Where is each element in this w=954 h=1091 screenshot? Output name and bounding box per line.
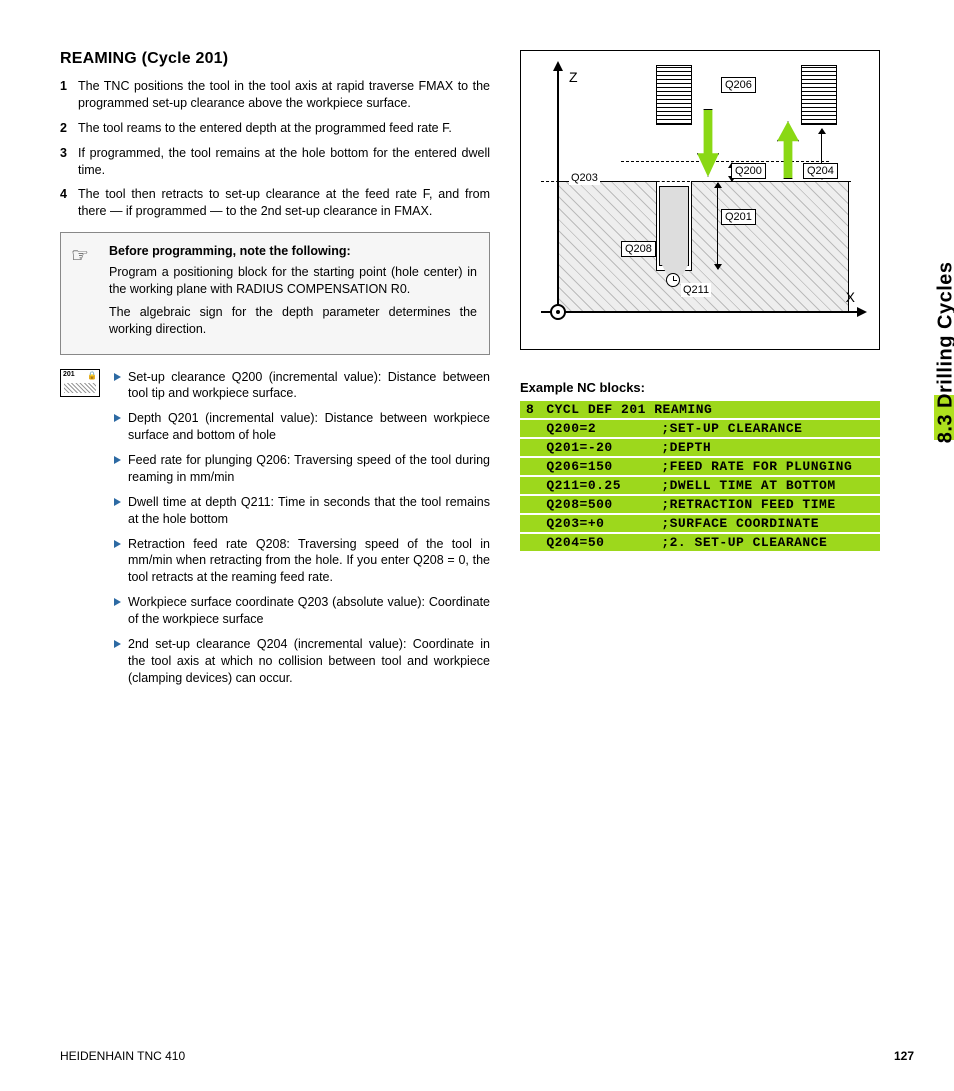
cycle-softkey-icon: 201 🔒 <box>60 369 100 397</box>
cycle-diagram: Z X Q206 Q200 Q204 Q203 Q201 Q208 Q211 <box>520 50 880 350</box>
q208-label: Q208 <box>621 241 656 257</box>
param-item: Workpiece surface coordinate Q203 (absol… <box>114 594 490 628</box>
param-item: Dwell time at depth Q211: Time in second… <box>114 494 490 528</box>
nc-blocks-title: Example NC blocks: <box>520 380 880 395</box>
table-row: Q201=-20;DEPTH <box>520 438 880 457</box>
table-row: Q206=150;FEED RATE FOR PLUNGING <box>520 457 880 476</box>
param-item: 2nd set-up clearance Q204 (incremental v… <box>114 636 490 687</box>
q206-label: Q206 <box>721 77 756 93</box>
table-row: Q211=0.25;DWELL TIME AT BOTTOM <box>520 476 880 495</box>
page-title: REAMING (Cycle 201) <box>60 50 490 68</box>
step-text: The tool reams to the entered depth at t… <box>78 120 452 137</box>
page-number: 127 <box>894 1049 914 1063</box>
axis-label-z: Z <box>569 69 578 85</box>
pointing-hand-icon: ☞ <box>71 243 89 270</box>
q204-label: Q204 <box>803 163 838 179</box>
retract-up-arrow <box>777 121 799 179</box>
procedure-steps: 1The TNC positions the tool in the tool … <box>60 78 490 220</box>
section-heading: 8.3 Drilling Cycles <box>935 262 954 444</box>
table-row: Q203=+0;SURFACE COORDINATE <box>520 514 880 533</box>
feed-down-arrow <box>697 109 719 177</box>
q211-label: Q211 <box>681 283 711 297</box>
table-row: 8CYCL DEF 201 REAMING <box>520 400 880 419</box>
lock-icon: 🔒 <box>87 371 97 380</box>
footer-product: HEIDENHAIN TNC 410 <box>60 1049 185 1063</box>
note-title: Before programming, note the following: <box>109 243 477 260</box>
axis-label-x: X <box>846 289 855 305</box>
q201-label: Q201 <box>721 209 756 225</box>
step-text: If programmed, the tool remains at the h… <box>78 145 490 179</box>
q203-label: Q203 <box>569 171 600 185</box>
param-item: Set-up clearance Q200 (incremental value… <box>114 369 490 403</box>
table-row: Q204=50;2. SET-UP CLEARANCE <box>520 533 880 552</box>
note-paragraph: Program a positioning block for the star… <box>109 264 477 298</box>
note-paragraph: The algebraic sign for the depth paramet… <box>109 304 477 338</box>
tool-graphic <box>801 65 837 125</box>
cycle-number: 201 <box>63 371 75 378</box>
param-item: Retraction feed rate Q208: Traversing sp… <box>114 536 490 587</box>
step-text: The tool then retracts to set-up clearan… <box>78 186 490 220</box>
table-row: Q200=2;SET-UP CLEARANCE <box>520 419 880 438</box>
nc-blocks-table: 8CYCL DEF 201 REAMING Q200=2;SET-UP CLEA… <box>520 399 880 553</box>
step-text: The TNC positions the tool in the tool a… <box>78 78 490 112</box>
parameter-list: Set-up clearance Q200 (incremental value… <box>114 369 490 695</box>
note-box: ☞ Before programming, note the following… <box>60 232 490 354</box>
table-row: Q208=500;RETRACTION FEED TIME <box>520 495 880 514</box>
param-item: Feed rate for plunging Q206: Traversing … <box>114 452 490 486</box>
clock-icon <box>666 273 680 287</box>
q200-label: Q200 <box>731 163 766 179</box>
tool-graphic <box>656 65 692 125</box>
param-item: Depth Q201 (incremental value): Distance… <box>114 410 490 444</box>
